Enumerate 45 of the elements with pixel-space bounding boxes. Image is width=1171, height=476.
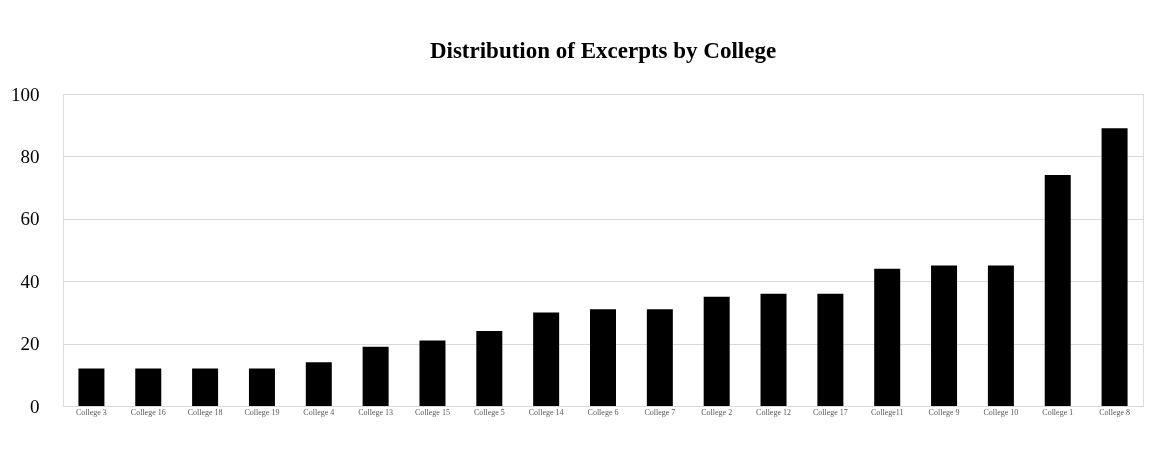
x-tick-label: College 14: [528, 407, 564, 417]
bar: [987, 265, 1014, 406]
bar: [817, 293, 844, 406]
bar: [362, 346, 389, 406]
bar: [78, 368, 105, 406]
y-tick-label: 60: [20, 208, 40, 230]
bar: [192, 368, 219, 406]
bar: [419, 340, 446, 406]
x-tick-label: College 6: [587, 407, 619, 417]
bar: [590, 309, 616, 406]
x-tick-label: College 8: [1099, 407, 1131, 417]
bar: [703, 296, 730, 406]
bar: [533, 312, 560, 406]
x-tick-label: College 7: [644, 407, 676, 417]
x-tick-label: College 15: [415, 407, 450, 417]
bar: [248, 368, 275, 406]
bar: [931, 265, 958, 406]
x-tick-label: College 18: [187, 407, 223, 417]
x-tick-label: College 17: [812, 407, 848, 417]
y-tick-label: 20: [20, 333, 40, 355]
bar: [646, 309, 673, 406]
x-tick-label: College 2: [701, 407, 733, 417]
x-tick-label: College11: [870, 407, 904, 417]
x-tick-label: College 12: [756, 407, 791, 417]
bar: [135, 368, 162, 406]
x-tick-label: College 5: [473, 407, 505, 417]
bar: [305, 362, 332, 406]
y-tick-label: 40: [20, 270, 40, 292]
x-tick-label: College 9: [928, 407, 960, 417]
x-tick-label: College 13: [358, 407, 394, 417]
x-tick-label: College 3: [75, 407, 107, 417]
x-tick-label: College 4: [303, 407, 335, 417]
x-tick-label: College 1: [1042, 407, 1074, 417]
x-tick-label: College 16: [130, 407, 166, 417]
bar: [476, 331, 503, 406]
bar: [874, 268, 901, 406]
y-tick-label: 0: [30, 395, 40, 417]
bar: [1044, 175, 1071, 406]
bar: [1101, 128, 1128, 406]
y-tick-label: 100: [11, 83, 40, 105]
x-tick-label: College 19: [244, 407, 280, 417]
x-tick-label: College 10: [983, 407, 1019, 417]
chart-title: Distribution of Excerpts by College: [429, 38, 777, 63]
bar: [760, 293, 787, 406]
y-tick-label: 80: [20, 145, 40, 167]
